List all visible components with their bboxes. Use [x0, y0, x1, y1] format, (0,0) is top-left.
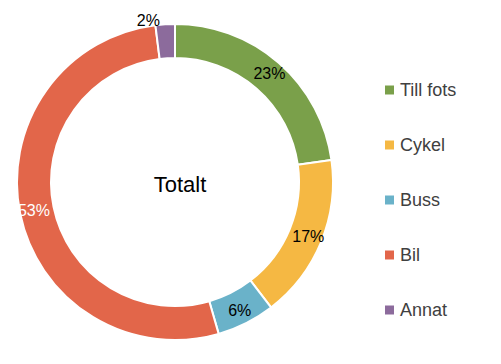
svg-text:Buss: Buss — [400, 190, 440, 210]
svg-text:23%: 23% — [253, 65, 285, 82]
svg-text:53%: 53% — [18, 202, 50, 219]
svg-text:Till fots: Till fots — [400, 80, 456, 100]
svg-text:Annat: Annat — [400, 300, 447, 320]
svg-text:Cykel: Cykel — [400, 135, 445, 155]
svg-text:17%: 17% — [292, 228, 324, 245]
svg-text:Bil: Bil — [400, 245, 420, 265]
svg-text:Totalt: Totalt — [154, 172, 207, 197]
svg-text:2%: 2% — [137, 12, 160, 29]
svg-text:6%: 6% — [228, 302, 251, 319]
